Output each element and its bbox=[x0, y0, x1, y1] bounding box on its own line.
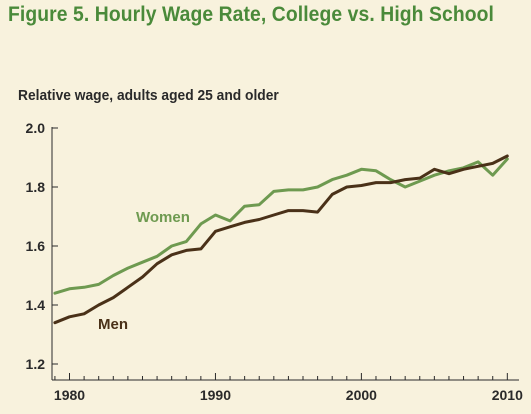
y-tick-label: 1.4 bbox=[26, 297, 46, 313]
series-line-women bbox=[53, 157, 509, 295]
x-tick-label: 1990 bbox=[200, 387, 231, 403]
y-tick-label: 1.6 bbox=[26, 238, 46, 254]
y-tick-label: 1.8 bbox=[26, 179, 46, 195]
figure-title: Figure 5. Hourly Wage Rate, College vs. … bbox=[8, 3, 494, 26]
x-tick-label: 2010 bbox=[492, 387, 523, 403]
y-tick-label: 2.0 bbox=[26, 120, 46, 136]
x-tick-label: 2000 bbox=[346, 387, 377, 403]
series-line-men bbox=[53, 154, 509, 325]
series-label-men: Men bbox=[98, 316, 128, 333]
x-tick-label: 1980 bbox=[54, 387, 85, 403]
series-label-women: Women bbox=[136, 209, 190, 226]
y-tick-label: 1.2 bbox=[26, 356, 46, 372]
y-axis-label: Relative wage, adults aged 25 and older bbox=[18, 87, 279, 104]
